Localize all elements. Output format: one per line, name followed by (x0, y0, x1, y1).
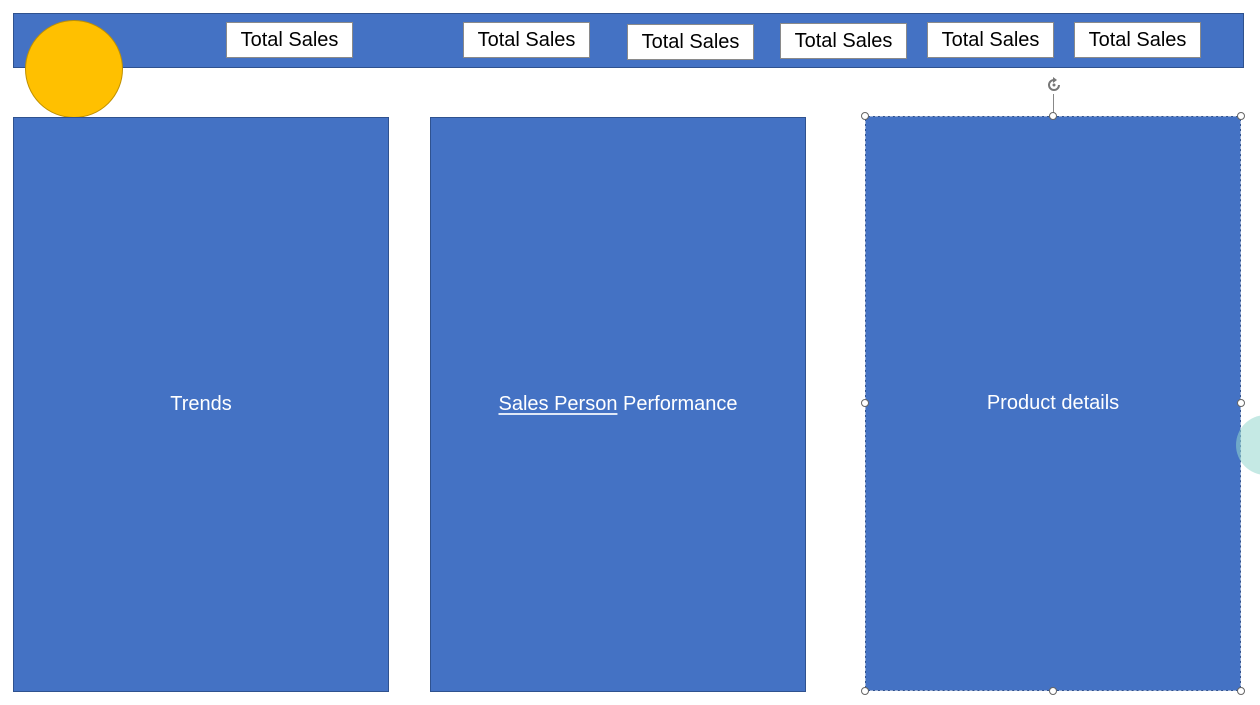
rotate-connector-line (1053, 94, 1054, 114)
kpi-box-total-sales-2[interactable]: Total Sales (463, 22, 590, 58)
sales-person-text: Sales Person (498, 393, 618, 415)
product-details-label: Product details (986, 392, 1120, 414)
resize-handle-bottom-right[interactable] (1237, 687, 1245, 695)
kpi-box-total-sales-1[interactable]: Total Sales (226, 22, 353, 58)
trends-label: Trends (170, 393, 232, 415)
kpi-box-total-sales-3[interactable]: Total Sales (627, 24, 754, 60)
resize-handle-right[interactable] (1237, 399, 1245, 407)
rotate-handle-icon[interactable] (1045, 76, 1063, 94)
kpi-box-total-sales-6[interactable]: Total Sales (1074, 22, 1201, 58)
resize-handle-bottom-left[interactable] (861, 687, 869, 695)
resize-handle-top[interactable] (1049, 112, 1057, 120)
kpi-box-total-sales-4[interactable]: Total Sales (780, 23, 907, 59)
logo-circle[interactable] (25, 20, 123, 118)
resize-handle-top-left[interactable] (861, 112, 869, 120)
sales-person-performance-panel[interactable]: Sales Person Performance (430, 117, 806, 692)
performance-text: Performance (617, 393, 738, 415)
resize-handle-top-right[interactable] (1237, 112, 1245, 120)
resize-handle-left[interactable] (861, 399, 869, 407)
sales-person-performance-label: Sales Person Performance (498, 393, 737, 416)
kpi-box-total-sales-5[interactable]: Total Sales (927, 22, 1054, 58)
resize-handle-bottom[interactable] (1049, 687, 1057, 695)
product-details-panel[interactable]: Product details (865, 116, 1241, 691)
trends-panel[interactable]: Trends (13, 117, 389, 692)
